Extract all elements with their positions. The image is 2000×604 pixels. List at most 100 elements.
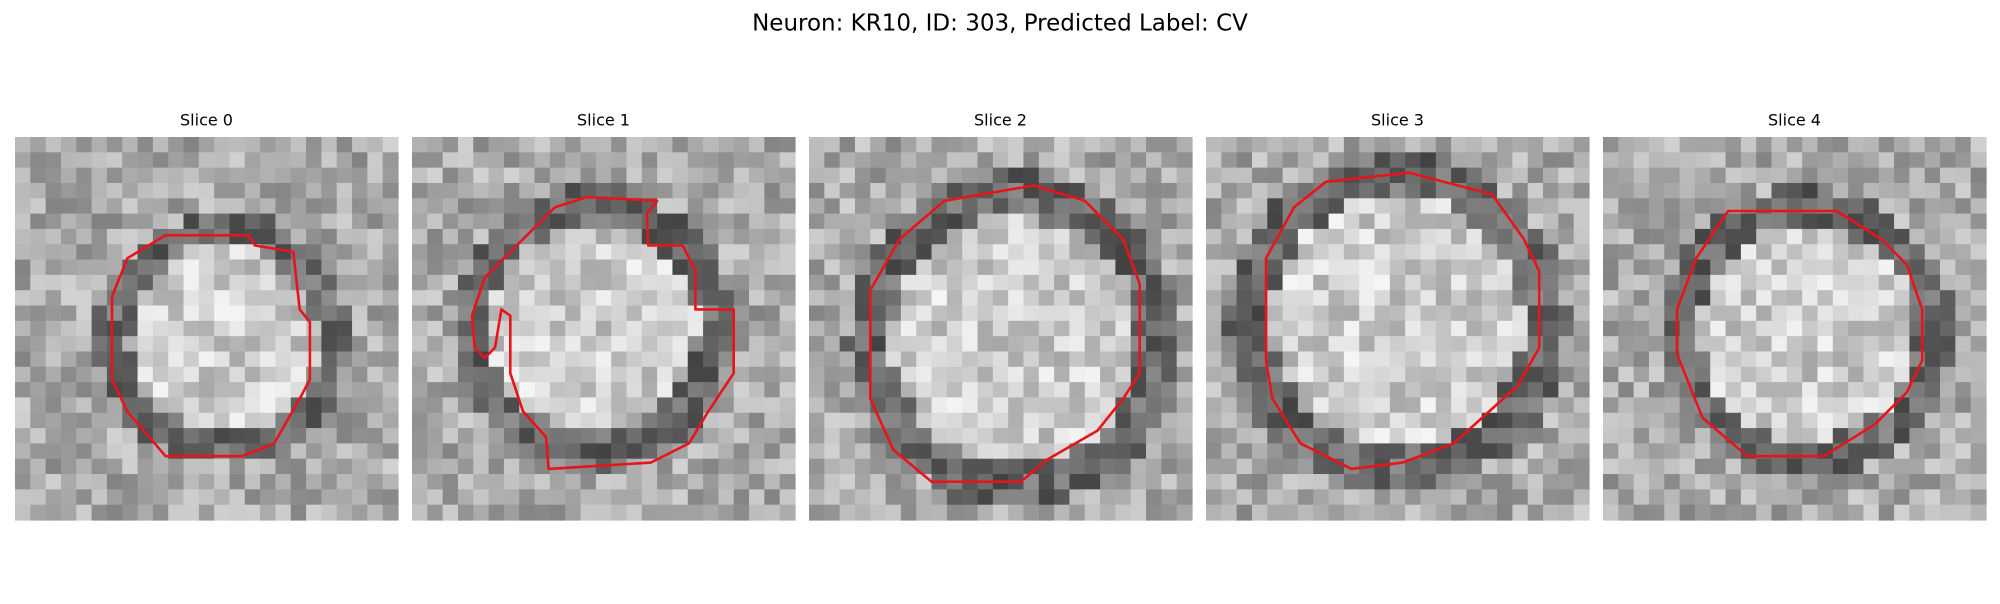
pixel xyxy=(1146,198,1162,215)
pixel xyxy=(703,290,719,307)
pixel xyxy=(1802,458,1819,475)
pixel xyxy=(473,305,490,322)
pixel xyxy=(352,458,368,475)
pixel xyxy=(1236,213,1253,230)
pixel xyxy=(457,351,474,368)
pixel xyxy=(457,336,474,353)
pixel xyxy=(1328,290,1345,307)
pixel xyxy=(1955,443,1972,460)
pixel xyxy=(1054,137,1071,153)
pixel xyxy=(152,213,169,230)
pixel xyxy=(519,489,536,506)
pixel xyxy=(122,382,139,399)
pixel xyxy=(962,228,979,245)
pixel xyxy=(1909,504,1926,521)
pixel xyxy=(1970,489,1987,506)
pixel xyxy=(1573,182,1590,199)
pixel xyxy=(657,428,674,444)
pixel xyxy=(733,397,750,414)
pixel xyxy=(1420,152,1437,169)
pixel xyxy=(764,474,781,490)
pixel xyxy=(1466,443,1483,460)
pixel xyxy=(382,152,399,169)
pixel xyxy=(519,228,536,245)
pixel xyxy=(473,504,490,521)
pixel xyxy=(1786,244,1803,261)
pixel xyxy=(1023,198,1040,215)
pixel xyxy=(1115,182,1132,199)
pixel xyxy=(1648,213,1665,230)
pixel xyxy=(549,152,566,169)
pixel xyxy=(1618,213,1635,230)
pixel xyxy=(473,137,490,153)
pixel xyxy=(1176,182,1193,199)
pixel xyxy=(1343,351,1360,368)
pixel xyxy=(336,198,353,215)
pixel xyxy=(1970,167,1987,184)
pixel xyxy=(657,412,674,429)
pixel xyxy=(931,366,948,383)
pixel xyxy=(1008,336,1025,353)
pixel xyxy=(352,290,368,307)
pixel xyxy=(1084,382,1101,399)
pixel xyxy=(764,351,781,368)
pixel xyxy=(900,290,917,307)
pixel xyxy=(870,504,887,521)
pixel xyxy=(687,397,704,414)
pixel xyxy=(229,259,246,276)
pixel xyxy=(1955,489,1972,506)
pixel xyxy=(1924,152,1941,169)
pixel xyxy=(198,504,215,521)
pixel xyxy=(1297,213,1314,230)
pixel xyxy=(427,152,444,169)
pixel xyxy=(1543,244,1559,261)
pixel xyxy=(214,213,231,230)
pixel xyxy=(1679,397,1696,414)
pixel xyxy=(1603,366,1619,383)
pixel xyxy=(1282,152,1299,169)
pixel xyxy=(1389,213,1406,230)
pixel xyxy=(1679,167,1696,184)
pixel xyxy=(352,504,368,521)
pixel xyxy=(427,474,444,490)
pixel xyxy=(76,489,93,506)
pixel xyxy=(427,382,444,399)
pixel xyxy=(1955,228,1972,245)
pixel xyxy=(1527,167,1544,184)
pixel xyxy=(91,320,108,337)
pixel xyxy=(703,152,719,169)
pixel xyxy=(198,428,215,444)
pixel xyxy=(657,290,674,307)
pixel xyxy=(1497,259,1513,276)
pixel xyxy=(1435,305,1452,322)
pixel xyxy=(1664,152,1681,169)
pixel xyxy=(900,397,917,414)
pixel xyxy=(1756,274,1773,291)
pixel xyxy=(1420,290,1437,307)
pixel xyxy=(1618,290,1635,307)
pixel xyxy=(30,137,47,153)
pixel xyxy=(1297,228,1314,245)
pixel xyxy=(1527,182,1544,199)
pixel xyxy=(1863,428,1880,444)
pixel xyxy=(1786,489,1803,506)
pixel xyxy=(45,213,62,230)
panel-title: Slice 2 xyxy=(974,111,1027,130)
pixel xyxy=(1420,305,1437,322)
pixel xyxy=(1648,244,1665,261)
pixel xyxy=(1894,489,1910,506)
pixel xyxy=(1221,274,1238,291)
pixel xyxy=(1115,366,1132,383)
pixel xyxy=(718,305,735,322)
pixel xyxy=(1725,489,1742,506)
pixel xyxy=(122,152,139,169)
pixel xyxy=(45,320,62,337)
pixel xyxy=(885,504,902,521)
pixel xyxy=(1527,428,1544,444)
pixel xyxy=(641,351,658,368)
pixel xyxy=(1924,244,1941,261)
pixel xyxy=(1955,198,1972,215)
pixel xyxy=(885,290,902,307)
pixel xyxy=(657,244,674,261)
pixel xyxy=(687,152,704,169)
